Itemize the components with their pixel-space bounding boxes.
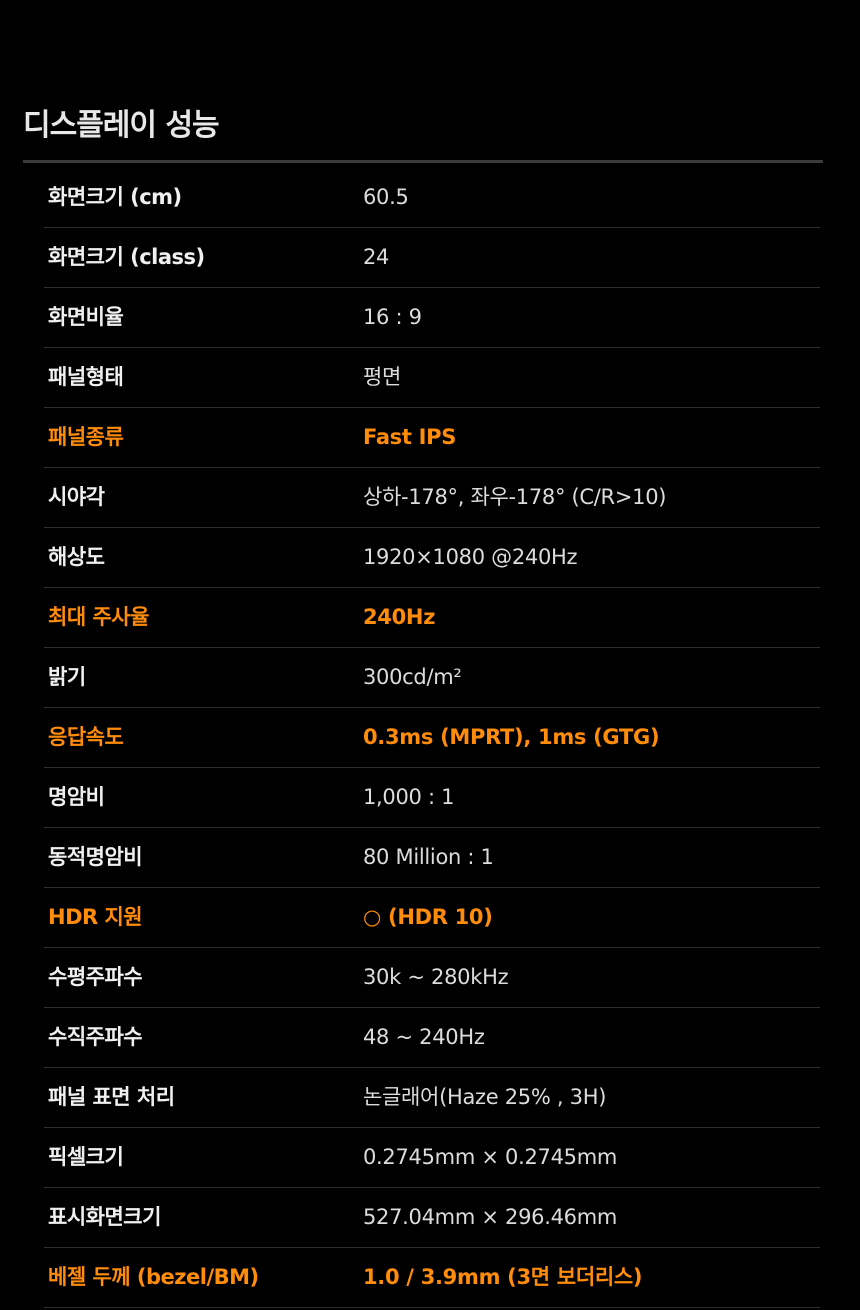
- spec-value: 24: [363, 245, 390, 269]
- spec-label: 밝기: [48, 665, 86, 689]
- spec-value: ○ (HDR 10): [363, 905, 493, 929]
- header-divider: [23, 160, 823, 163]
- spec-label: 베젤 두께 (bezel/BM): [48, 1265, 259, 1289]
- spec-value: 1.0 / 3.9mm (3면 보더리스): [363, 1265, 643, 1289]
- spec-row: 수평주파수 30k ~ 280kHz: [44, 948, 820, 1008]
- spec-value: 1,000 : 1: [363, 785, 455, 809]
- spec-label: 패널종류: [48, 425, 124, 449]
- spec-value: 48 ~ 240Hz: [363, 1025, 485, 1049]
- section-title: 디스플레이 성능: [23, 108, 220, 143]
- spec-row: 동적명암비 80 Million : 1: [44, 828, 820, 888]
- spec-row: 화면크기 (class) 24: [44, 228, 820, 288]
- spec-label: 패널형태: [48, 365, 124, 389]
- spec-label: 해상도: [48, 545, 105, 569]
- spec-table: 화면크기 (cm) 60.5 화면크기 (class) 24 화면비율 16 : 9 패널형…: [44, 168, 820, 1308]
- spec-row: 픽셀크기 0.2745mm × 0.2745mm: [44, 1128, 820, 1188]
- spec-value: 300cd/m²: [363, 665, 462, 689]
- spec-label: 화면크기 (cm): [48, 185, 182, 209]
- spec-label: 최대 주사율: [48, 605, 149, 629]
- spec-value: 240Hz: [363, 605, 436, 629]
- spec-label: 동적명암비: [48, 845, 143, 869]
- spec-row: 시야각 상하-178°, 좌우-178° (C/R>10): [44, 468, 820, 528]
- spec-row: 최대 주사율 240Hz: [44, 588, 820, 648]
- spec-value: 평면: [363, 365, 402, 389]
- spec-label: 표시화면크기: [48, 1205, 161, 1229]
- spec-value: 16 : 9: [363, 305, 422, 329]
- spec-value: 논글래어(Haze 25% , 3H): [363, 1085, 607, 1109]
- spec-row: 패널형태 평면: [44, 348, 820, 408]
- spec-label: 픽셀크기: [48, 1145, 124, 1169]
- spec-label: 패널 표면 처리: [48, 1085, 175, 1109]
- spec-label: 화면크기 (class): [48, 245, 205, 269]
- spec-value: 0.3ms (MPRT), 1ms (GTG): [363, 725, 660, 749]
- spec-value: 30k ~ 280kHz: [363, 965, 509, 989]
- spec-label: 수평주파수: [48, 965, 143, 989]
- spec-row: 응답속도 0.3ms (MPRT), 1ms (GTG): [44, 708, 820, 768]
- spec-label: 응답속도: [48, 725, 124, 749]
- spec-label: 수직주파수: [48, 1025, 143, 1049]
- spec-row: 표시화면크기 527.04mm × 296.46mm: [44, 1188, 820, 1248]
- spec-row: 명암비 1,000 : 1: [44, 768, 820, 828]
- spec-row: 해상도 1920×1080 @240Hz: [44, 528, 820, 588]
- spec-value: 상하-178°, 좌우-178° (C/R>10): [363, 485, 667, 509]
- spec-value: 60.5: [363, 185, 409, 209]
- spec-row: 화면비율 16 : 9: [44, 288, 820, 348]
- spec-row: 패널종류 Fast IPS: [44, 408, 820, 468]
- spec-value: 527.04mm × 296.46mm: [363, 1205, 618, 1229]
- spec-label: HDR 지원: [48, 905, 143, 929]
- spec-row: 수직주파수 48 ~ 240Hz: [44, 1008, 820, 1068]
- spec-value: 0.2745mm × 0.2745mm: [363, 1145, 618, 1169]
- spec-row: 화면크기 (cm) 60.5: [44, 168, 820, 228]
- spec-value: 80 Million : 1: [363, 845, 494, 869]
- spec-row: 베젤 두께 (bezel/BM) 1.0 / 3.9mm (3면 보더리스): [44, 1248, 820, 1308]
- spec-label: 명암비: [48, 785, 105, 809]
- spec-label: 화면비율: [48, 305, 124, 329]
- spec-value: Fast IPS: [363, 425, 457, 449]
- spec-row: 밝기 300cd/m²: [44, 648, 820, 708]
- spec-value: 1920×1080 @240Hz: [363, 545, 578, 569]
- spec-label: 시야각: [48, 485, 105, 509]
- spec-row: 패널 표면 처리 논글래어(Haze 25% , 3H): [44, 1068, 820, 1128]
- spec-row: HDR 지원 ○ (HDR 10): [44, 888, 820, 948]
